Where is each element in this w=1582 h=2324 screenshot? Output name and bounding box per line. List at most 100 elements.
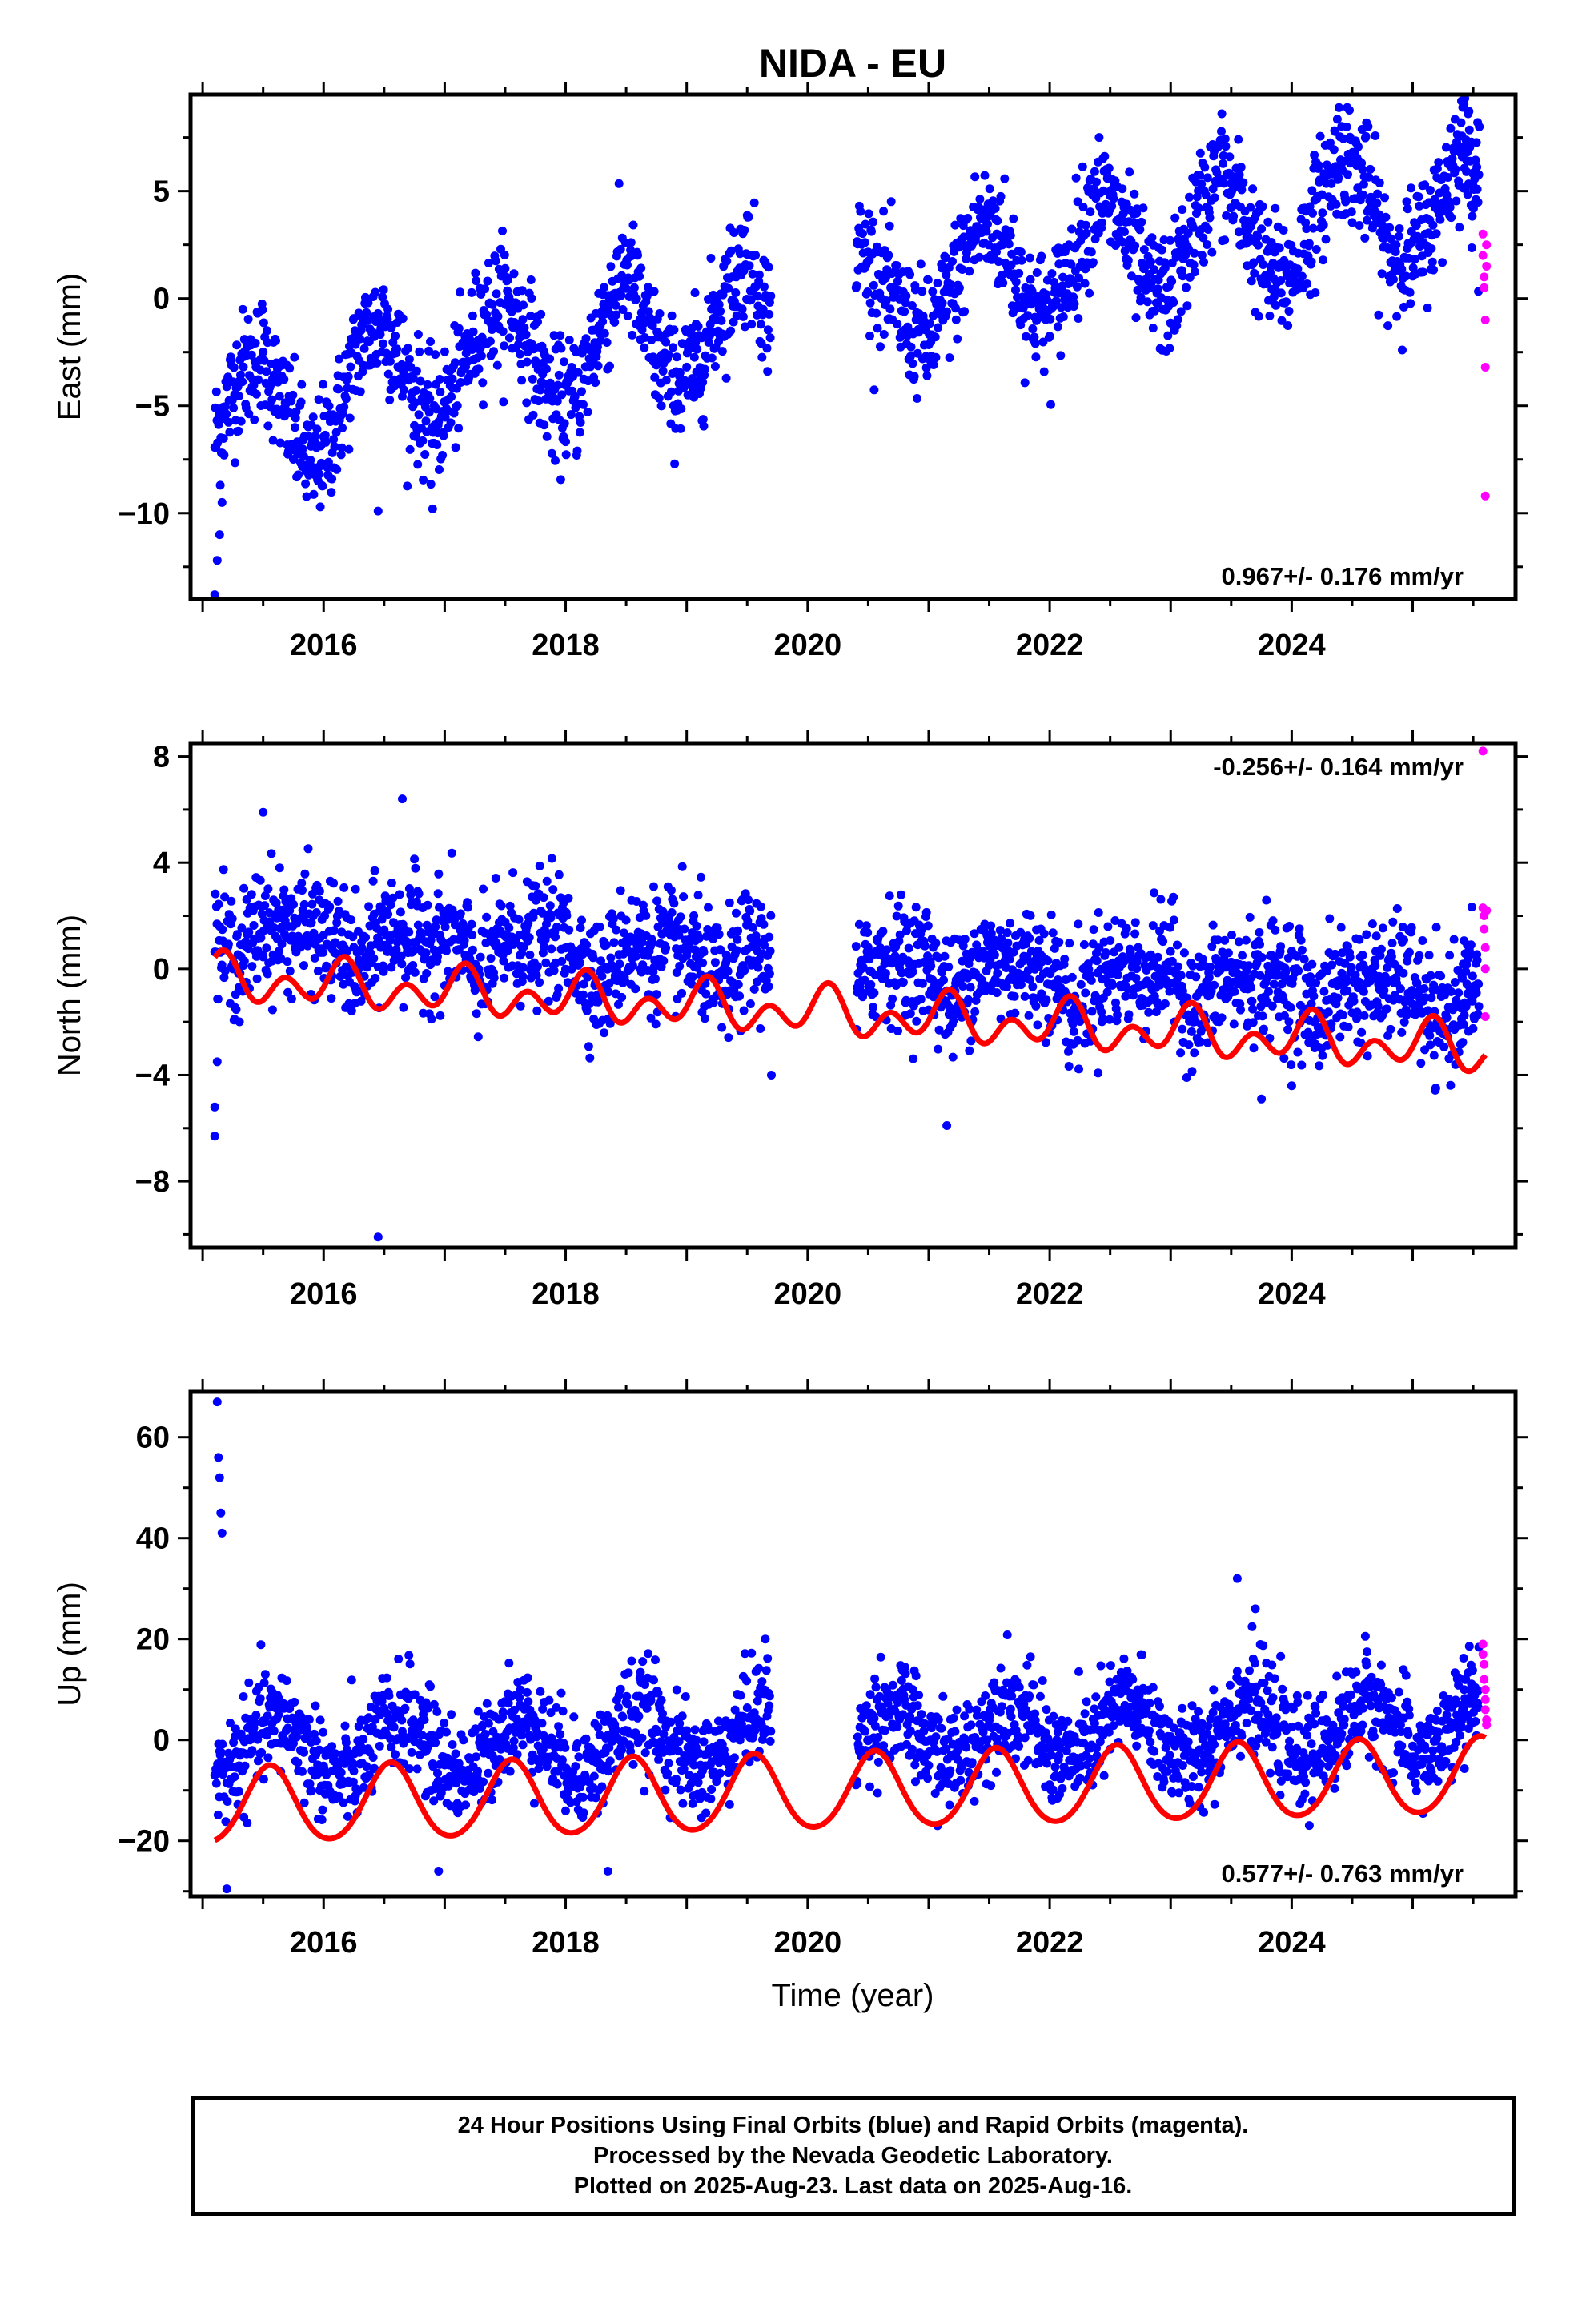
data-point	[1445, 951, 1455, 960]
outlier-point	[212, 1057, 222, 1067]
data-point	[1299, 955, 1309, 964]
data-point	[361, 933, 370, 942]
data-point	[893, 1026, 902, 1035]
data-point	[1113, 1010, 1122, 1019]
data-point	[442, 946, 451, 955]
data-point	[615, 959, 624, 969]
data-point	[448, 905, 457, 915]
data-point	[905, 352, 915, 361]
data-point	[359, 344, 369, 353]
data-point	[676, 424, 685, 433]
data-point	[536, 309, 546, 319]
data-point	[1011, 285, 1020, 295]
data-point	[1386, 1024, 1395, 1034]
data-point	[389, 1723, 399, 1732]
data-point	[1002, 982, 1011, 991]
data-point	[263, 326, 271, 336]
data-point	[277, 939, 287, 949]
data-point	[1262, 895, 1271, 905]
data-point	[1387, 939, 1397, 948]
data-point	[1361, 131, 1371, 141]
data-point	[422, 969, 432, 978]
data-point	[262, 367, 271, 376]
data-point	[873, 324, 882, 333]
data-point	[1186, 1027, 1196, 1036]
data-point	[213, 995, 223, 1004]
data-point	[1478, 229, 1488, 239]
data-point	[259, 356, 269, 365]
data-point	[614, 999, 623, 1009]
y-tick-label: 5	[153, 175, 170, 209]
data-point	[1276, 276, 1286, 285]
data-point	[1398, 345, 1407, 355]
data-point	[1321, 235, 1331, 244]
data-point	[1427, 993, 1436, 1003]
x-axis: 2016 2018 2020 2022 2024	[201, 730, 1475, 1311]
data-point	[1352, 1007, 1362, 1017]
data-point	[491, 874, 500, 883]
data-point	[315, 469, 324, 479]
data-point	[1058, 272, 1068, 282]
data-point	[1092, 956, 1102, 966]
data-point	[299, 1747, 308, 1757]
data-point	[1248, 1018, 1258, 1027]
data-point	[1284, 1017, 1294, 1027]
data-point	[982, 227, 991, 236]
data-point	[1220, 935, 1230, 945]
chart-title: NIDA - EU	[759, 41, 946, 86]
data-point	[885, 221, 894, 231]
data-point	[362, 1762, 371, 1771]
data-point	[612, 310, 621, 320]
data-point	[901, 292, 911, 300]
data-point	[1048, 928, 1058, 938]
data-point	[1259, 260, 1268, 269]
data-point	[1082, 228, 1091, 238]
data-point	[217, 1748, 226, 1757]
data-point	[1438, 258, 1447, 267]
data-point	[869, 988, 879, 998]
data-point	[454, 324, 464, 333]
data-point	[1123, 255, 1133, 265]
data-point	[655, 309, 665, 318]
data-point	[274, 1710, 283, 1719]
data-point	[593, 361, 603, 371]
data-point	[1265, 311, 1275, 320]
data-point	[908, 359, 917, 368]
data-point	[1459, 1019, 1468, 1029]
data-point	[417, 930, 426, 939]
data-point	[867, 227, 876, 236]
data-point	[1016, 927, 1026, 937]
data-point	[1427, 257, 1437, 267]
y-tick-label: 0	[153, 283, 170, 316]
data-point	[1284, 307, 1294, 316]
data-point	[732, 946, 741, 955]
data-point	[1148, 921, 1158, 931]
data-point	[1446, 123, 1456, 133]
data-point	[471, 268, 480, 278]
data-point	[357, 943, 367, 953]
data-point	[735, 249, 745, 259]
data-point	[430, 992, 440, 1002]
data-point	[619, 928, 628, 938]
data-point	[1061, 975, 1070, 984]
data-point	[904, 943, 913, 953]
data-point	[1169, 298, 1178, 308]
data-point	[1107, 980, 1117, 990]
data-point	[229, 363, 239, 372]
data-point	[1471, 155, 1480, 165]
data-point	[1041, 1038, 1050, 1047]
data-point	[1203, 1038, 1212, 1047]
data-point	[1315, 1061, 1324, 1071]
data-point	[1399, 302, 1408, 312]
data-point	[1341, 197, 1351, 207]
data-point	[682, 362, 692, 372]
data-point	[661, 943, 671, 953]
data-point	[856, 207, 865, 216]
data-point	[921, 907, 931, 917]
data-point	[1276, 942, 1286, 951]
data-point	[1130, 189, 1139, 199]
data-point	[244, 927, 254, 937]
data-point	[489, 973, 499, 983]
data-point	[1182, 301, 1192, 311]
